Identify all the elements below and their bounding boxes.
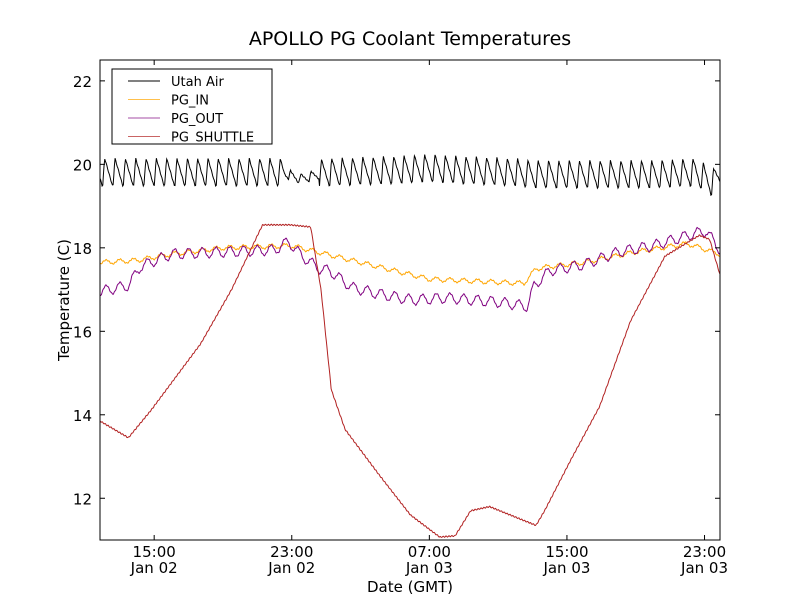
y-tick-label: 20 [73, 156, 92, 174]
y-tick-label: 16 [73, 323, 92, 341]
chart-title: APOLLO PG Coolant Temperatures [249, 28, 571, 50]
x-tick-time-label: 23:00 [270, 543, 313, 561]
y-tick-label: 12 [73, 490, 92, 508]
y-axis-label: Temperature (C) [55, 239, 73, 362]
legend-label: PG_IN [171, 94, 209, 109]
x-axis-label: Date (GMT) [367, 578, 453, 596]
legend-label: Utah Air [171, 75, 224, 90]
series-layer [100, 153, 720, 538]
legend-label: PG_SHUTTLE [171, 131, 254, 146]
x-tick-time-label: 15:00 [133, 543, 176, 561]
series-line-pg-shuttle [100, 223, 720, 538]
legend-label: PG_OUT [171, 112, 223, 127]
x-tick-time-label: 07:00 [408, 543, 451, 561]
x-tick-time-label: 23:00 [683, 543, 726, 561]
series-line-utah-air [100, 153, 720, 197]
y-tick-label: 22 [73, 73, 92, 91]
series-line-pg-out [100, 226, 720, 313]
legend: Utah Air PG_IN PG_OUT PG_SHUTTLE [111, 68, 273, 146]
x-tick-date-label: Jan 03 [680, 559, 728, 577]
x-tick-date-label: Jan 03 [542, 559, 590, 577]
plot-frame [99, 59, 721, 541]
y-tick-label: 18 [73, 240, 92, 258]
x-tick-date-label: Jan 02 [267, 559, 315, 577]
x-tick-time-label: 15:00 [545, 543, 588, 561]
y-tick-label: 14 [73, 407, 92, 425]
x-tick-date-label: Jan 02 [130, 559, 178, 577]
x-tick-date-label: Jan 03 [405, 559, 453, 577]
